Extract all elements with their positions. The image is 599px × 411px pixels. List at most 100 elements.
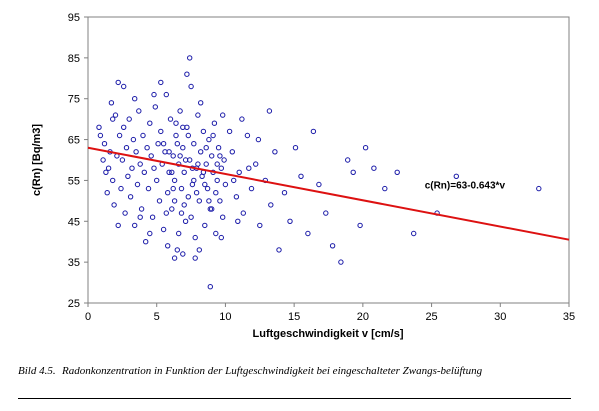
x-tick-label: 10 xyxy=(219,311,231,323)
data-point xyxy=(165,243,171,249)
data-point xyxy=(155,141,161,147)
data-point xyxy=(185,132,192,139)
data-point xyxy=(209,206,215,212)
data-point xyxy=(206,198,212,204)
data-point xyxy=(382,185,388,192)
data-point xyxy=(178,185,185,192)
data-point xyxy=(196,247,203,253)
data-point xyxy=(211,120,218,126)
regression-line xyxy=(87,146,570,241)
data-point xyxy=(152,104,159,110)
data-point xyxy=(132,222,138,229)
data-point xyxy=(129,165,135,171)
data-point xyxy=(151,165,157,171)
data-point xyxy=(115,79,121,86)
data-point xyxy=(169,206,175,212)
data-point xyxy=(181,169,187,176)
data-point xyxy=(195,161,201,167)
data-point xyxy=(195,112,201,118)
data-point xyxy=(178,210,185,216)
x-tick-label: 20 xyxy=(357,311,369,323)
y-tick-label: 75 xyxy=(68,94,80,106)
y-tick-label: 35 xyxy=(68,257,80,269)
data-point xyxy=(166,149,172,155)
data-point xyxy=(246,165,252,171)
data-point xyxy=(305,230,311,237)
data-point xyxy=(149,214,156,220)
data-point xyxy=(394,169,400,176)
data-point xyxy=(350,169,356,176)
data-point xyxy=(119,157,126,163)
scatter-points xyxy=(96,55,542,290)
data-point xyxy=(145,185,152,192)
data-point xyxy=(222,181,229,188)
data-point xyxy=(281,190,288,196)
data-point xyxy=(130,136,137,143)
data-point xyxy=(173,132,179,139)
data-point xyxy=(160,226,167,233)
data-point xyxy=(110,177,116,184)
data-point xyxy=(357,222,363,229)
data-point xyxy=(136,108,142,114)
data-point xyxy=(180,251,186,257)
data-point xyxy=(266,108,273,114)
data-point xyxy=(209,153,215,159)
data-point xyxy=(215,145,222,151)
data-point xyxy=(221,157,227,163)
data-point xyxy=(121,83,127,90)
data-point xyxy=(154,177,160,184)
x-tick-label: 15 xyxy=(288,311,300,323)
data-point xyxy=(210,132,216,139)
data-point xyxy=(167,116,174,122)
data-point xyxy=(110,116,116,122)
data-point xyxy=(122,210,128,216)
data-point xyxy=(411,230,417,237)
data-point xyxy=(329,243,336,249)
data-point xyxy=(170,153,176,159)
data-point xyxy=(104,190,110,196)
data-point xyxy=(214,177,220,184)
data-point xyxy=(185,194,192,200)
data-point xyxy=(103,169,109,176)
y-tick-label: 45 xyxy=(68,216,80,228)
data-point xyxy=(213,230,219,237)
data-point xyxy=(220,214,226,220)
data-point xyxy=(240,210,247,216)
data-point xyxy=(233,194,240,200)
x-tick-label: 0 xyxy=(85,311,91,323)
y-axis: 25 35 45 55 65 75 85 95 xyxy=(68,12,88,310)
data-point xyxy=(191,141,197,147)
data-point xyxy=(196,198,203,204)
data-point xyxy=(200,128,207,135)
data-point xyxy=(298,173,304,180)
data-point xyxy=(192,234,198,241)
data-point xyxy=(177,153,183,159)
data-point xyxy=(171,198,178,204)
x-tick-label: 30 xyxy=(494,311,506,323)
data-point xyxy=(217,153,223,159)
data-point xyxy=(310,128,317,135)
y-tick-label: 55 xyxy=(68,175,80,187)
data-point xyxy=(100,157,106,163)
data-point xyxy=(202,181,208,188)
caption-rule xyxy=(18,398,571,399)
data-point xyxy=(188,83,194,90)
data-point xyxy=(158,128,164,135)
data-point xyxy=(276,247,282,253)
data-point xyxy=(204,185,211,192)
data-point xyxy=(338,259,344,265)
data-point xyxy=(111,202,117,208)
data-point xyxy=(147,120,153,126)
data-point xyxy=(125,173,131,180)
data-point xyxy=(171,255,178,261)
plot-frame xyxy=(87,16,570,304)
data-point xyxy=(163,210,170,216)
data-point xyxy=(137,161,143,167)
data-point xyxy=(257,222,263,229)
data-point xyxy=(118,185,124,192)
data-point xyxy=(181,202,187,208)
data-point xyxy=(536,185,542,192)
caption-number: Bild 4.5. xyxy=(18,365,56,377)
data-point xyxy=(173,120,179,126)
